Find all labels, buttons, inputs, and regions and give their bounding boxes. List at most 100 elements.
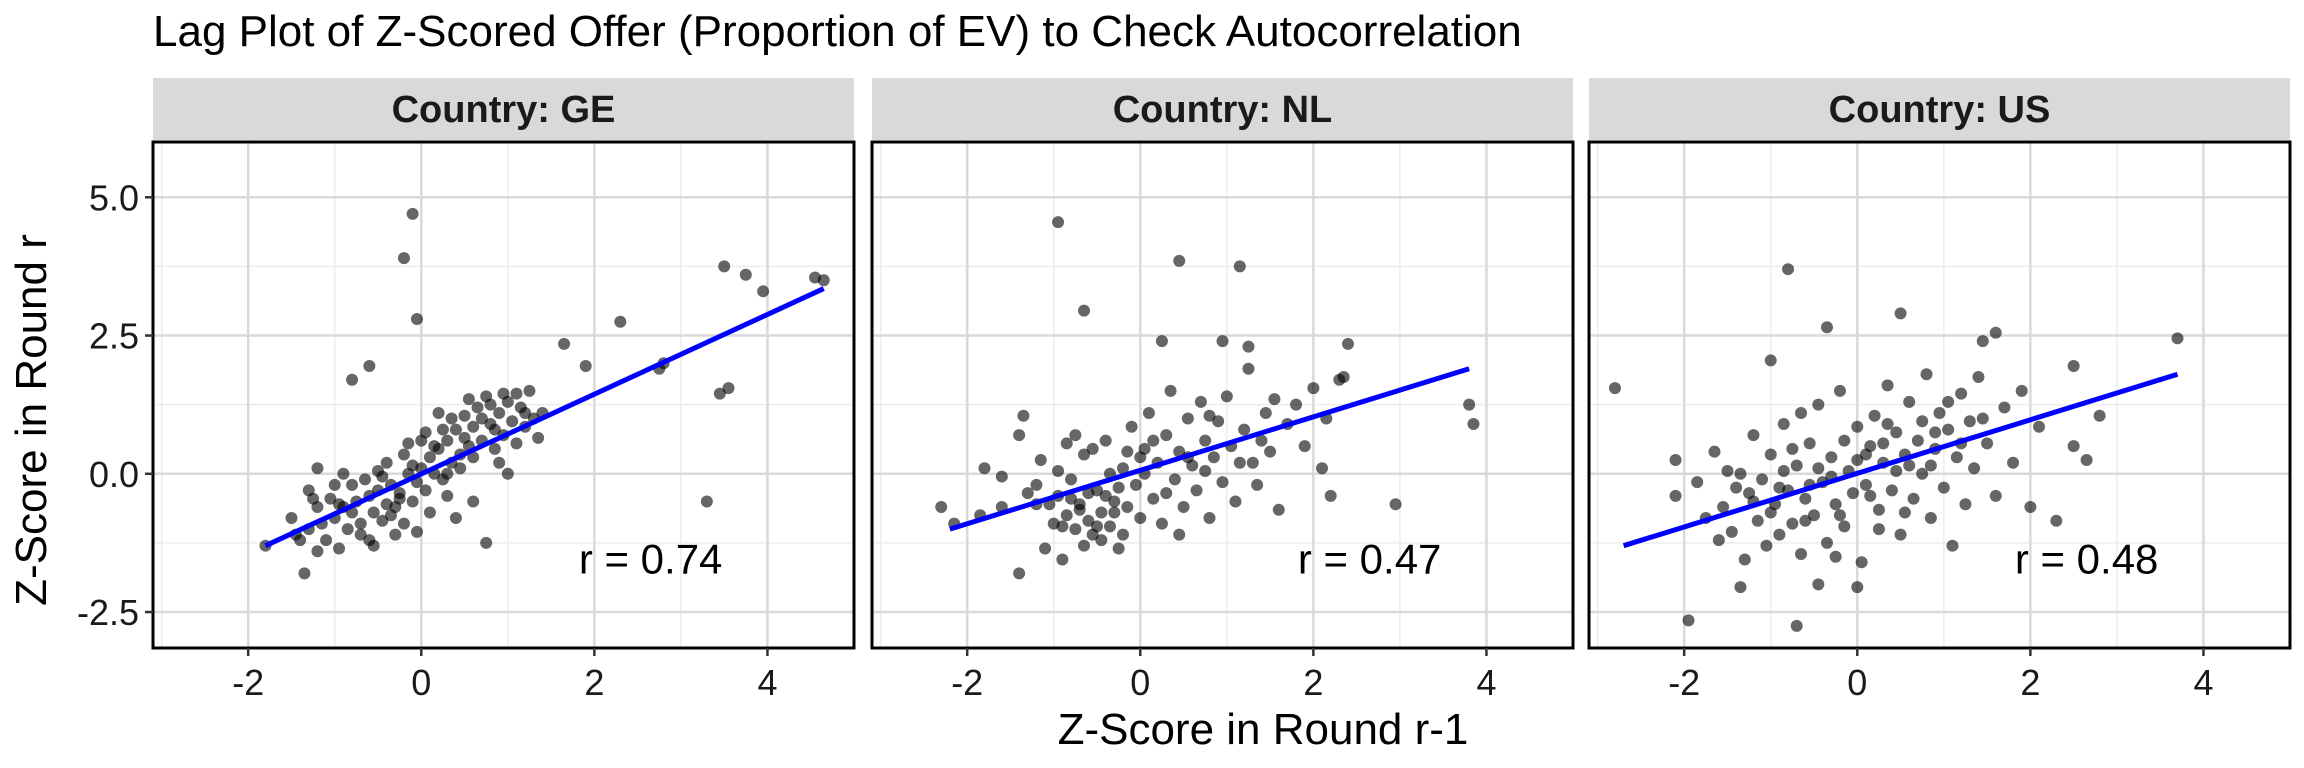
regression-line (949, 366, 1470, 532)
x-tick-label: 4 (1476, 662, 1496, 703)
data-point (1039, 542, 1052, 555)
data-point (1851, 420, 1864, 433)
data-point (1916, 467, 1929, 480)
data-point (1786, 442, 1799, 455)
data-point (501, 467, 514, 480)
x-tick-label: 2 (2020, 662, 2040, 703)
data-point (1099, 489, 1112, 502)
data-point (1173, 445, 1186, 458)
panel-border (1587, 140, 2292, 650)
data-point (1229, 495, 1242, 508)
data-point (1199, 465, 1212, 478)
data-point (488, 442, 501, 455)
data-point (1838, 434, 1851, 447)
data-point (406, 459, 419, 472)
data-point (1608, 382, 1621, 395)
data-point (1199, 434, 1212, 447)
data-point (359, 473, 372, 486)
data-point (320, 534, 333, 547)
data-point (1160, 429, 1173, 442)
data-point (1069, 523, 1082, 536)
data-point (718, 260, 731, 273)
data-point (1112, 542, 1125, 555)
scatter-points (1608, 263, 2184, 632)
data-point (579, 359, 592, 372)
data-point (376, 514, 389, 527)
data-point (1233, 456, 1246, 469)
data-point (1981, 437, 1994, 450)
data-point (1147, 434, 1160, 447)
facet-strip (872, 78, 1573, 140)
data-point (1125, 420, 1138, 433)
data-point (1116, 462, 1129, 475)
data-point (1998, 401, 2011, 414)
data-point (1073, 503, 1086, 516)
data-point (389, 528, 402, 541)
data-point (1933, 406, 1946, 419)
data-point (467, 495, 480, 508)
data-point (1013, 429, 1026, 442)
data-point (1203, 512, 1216, 525)
data-point (1846, 487, 1859, 500)
data-point (1872, 503, 1885, 516)
data-point (1799, 492, 1812, 505)
data-point (397, 517, 410, 530)
data-point (1894, 528, 1907, 541)
x-tick-label: -2 (1668, 662, 1700, 703)
data-point (1264, 445, 1277, 458)
data-point (1859, 448, 1872, 461)
data-point (2033, 420, 2046, 433)
data-point (333, 498, 346, 511)
data-point (354, 517, 367, 530)
data-point (467, 420, 480, 433)
data-point (1233, 260, 1246, 273)
facet-strip-label: Country: NL (1113, 89, 1333, 131)
data-point (1669, 453, 1682, 466)
data-point (2067, 359, 2080, 372)
x-tick-label: 0 (411, 662, 431, 703)
data-point (2171, 332, 2184, 345)
plot-area (1589, 142, 2290, 648)
data-point (1795, 406, 1808, 419)
data-point (1216, 476, 1229, 489)
data-point (423, 506, 436, 519)
data-point (367, 539, 380, 552)
data-point (354, 528, 367, 541)
x-tick-label: -2 (232, 662, 264, 703)
data-point (458, 409, 471, 422)
data-point (757, 285, 770, 298)
data-point (1751, 514, 1764, 527)
data-point (1103, 520, 1116, 533)
data-point (739, 268, 752, 281)
data-point (1669, 489, 1682, 502)
data-point (1078, 448, 1091, 461)
data-point (1976, 412, 1989, 425)
data-point (722, 382, 735, 395)
data-point (1833, 509, 1846, 522)
data-point (1091, 520, 1104, 533)
x-tick-label: 0 (1130, 662, 1150, 703)
data-point (1924, 459, 1937, 472)
data-point (1177, 500, 1190, 513)
data-point (1790, 459, 1803, 472)
data-point (558, 337, 571, 350)
data-point (532, 431, 545, 444)
data-point (432, 406, 445, 419)
data-point (294, 534, 307, 547)
data-point (1786, 517, 1799, 530)
y-tick-label: -2.5 (77, 592, 139, 633)
data-point (1112, 481, 1125, 494)
x-tick-label: 4 (757, 662, 777, 703)
data-point (1121, 500, 1134, 513)
data-point (1272, 503, 1285, 516)
data-point (1881, 418, 1894, 431)
data-point (363, 359, 376, 372)
data-point (1034, 453, 1047, 466)
data-point (423, 451, 436, 464)
data-point (493, 406, 506, 419)
data-point (445, 412, 458, 425)
data-point (523, 384, 536, 397)
data-point (2015, 384, 2028, 397)
data-point (1764, 506, 1777, 519)
